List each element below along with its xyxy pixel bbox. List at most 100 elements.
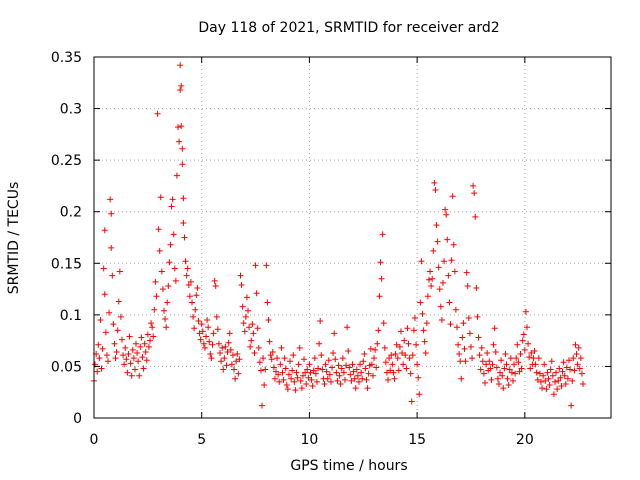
data-point [539, 385, 546, 392]
data-point [321, 380, 328, 387]
data-point [120, 352, 127, 359]
data-point [159, 286, 166, 293]
data-point [571, 367, 578, 374]
data-point [336, 372, 343, 379]
data-point [343, 362, 350, 369]
data-point [379, 231, 386, 238]
data-point [407, 370, 414, 377]
data-point [241, 328, 248, 335]
data-point [240, 320, 247, 327]
data-point [378, 275, 385, 282]
data-point [490, 341, 497, 348]
data-point [486, 358, 493, 365]
data-point [138, 334, 145, 341]
data-point [209, 341, 216, 348]
data-point [573, 351, 580, 358]
data-point [471, 190, 478, 197]
data-point [511, 361, 518, 368]
y-tick-label: 0.35 [51, 50, 82, 66]
chart-title: Day 118 of 2021, SRMTID for receiver ard… [198, 20, 499, 36]
data-point [382, 359, 389, 366]
data-point [191, 325, 198, 332]
data-point [185, 281, 192, 288]
data-point [285, 371, 292, 378]
data-point [289, 367, 296, 374]
data-point [152, 278, 159, 285]
data-point [479, 358, 486, 365]
data-point [147, 337, 154, 344]
data-point [254, 325, 261, 332]
data-point [390, 369, 397, 376]
data-point [290, 352, 297, 359]
data-point [349, 361, 356, 368]
data-point [294, 374, 301, 381]
data-point [388, 352, 395, 359]
data-point [463, 269, 470, 276]
data-point [313, 378, 320, 385]
data-point [298, 385, 305, 392]
data-point [575, 344, 582, 351]
data-point [544, 369, 551, 376]
data-point [208, 355, 215, 362]
data-point [352, 385, 359, 392]
data-point [494, 375, 501, 382]
data-point [389, 361, 396, 368]
data-point [559, 368, 566, 375]
data-point [540, 372, 547, 379]
data-point [324, 375, 331, 382]
data-point [316, 340, 323, 347]
data-point [183, 272, 190, 279]
data-point [164, 299, 171, 306]
data-point [257, 367, 264, 374]
data-point [210, 330, 217, 337]
data-point [150, 333, 157, 340]
data-point [547, 366, 554, 373]
data-point [458, 375, 465, 382]
data-point [428, 282, 435, 289]
data-point [537, 378, 544, 385]
data-point [513, 355, 520, 362]
data-point [259, 402, 266, 409]
data-point [125, 351, 132, 358]
data-point [281, 355, 288, 362]
data-point [178, 82, 185, 89]
data-point [435, 264, 442, 271]
data-point [383, 369, 390, 376]
data-point [338, 365, 345, 372]
data-point [264, 299, 271, 306]
data-point [423, 320, 430, 327]
data-point [523, 324, 530, 331]
data-point [296, 344, 303, 351]
data-point [204, 317, 211, 324]
data-point [500, 385, 507, 392]
data-point [116, 268, 123, 275]
data-point [267, 352, 274, 359]
data-point [340, 369, 347, 376]
data-point [365, 370, 372, 377]
data-point [446, 299, 453, 306]
data-point [218, 358, 225, 365]
data-point [439, 279, 446, 286]
data-point [232, 375, 239, 382]
data-point [305, 374, 312, 381]
data-point [414, 361, 421, 368]
data-point [198, 321, 205, 328]
data-point [337, 380, 344, 387]
data-point [135, 358, 142, 365]
data-point [270, 364, 277, 371]
x-tick-label: 5 [197, 432, 206, 448]
data-point [525, 340, 532, 347]
data-point [493, 364, 500, 371]
data-point [459, 334, 466, 341]
data-point [461, 345, 468, 352]
data-point [418, 258, 425, 265]
data-point [572, 341, 579, 348]
y-tick-label: 0 [73, 411, 82, 427]
data-point [419, 310, 426, 317]
data-point [395, 367, 402, 374]
data-point [175, 124, 182, 131]
data-point [453, 324, 460, 331]
data-point [121, 361, 128, 368]
data-point [455, 341, 462, 348]
data-point [250, 330, 257, 337]
